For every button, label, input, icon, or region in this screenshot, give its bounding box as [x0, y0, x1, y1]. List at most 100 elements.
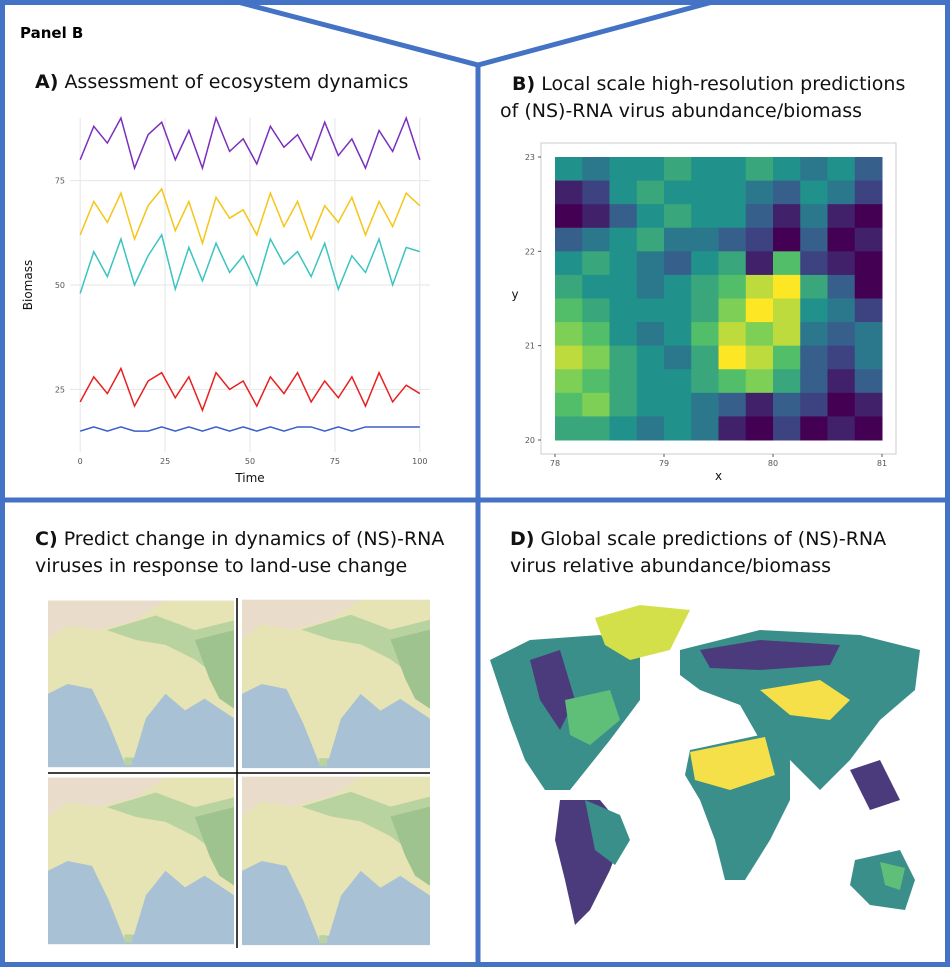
heat-cell	[555, 275, 583, 299]
heat-cell	[719, 181, 747, 205]
heat-cell	[637, 275, 665, 299]
heat-cell	[664, 204, 692, 228]
heat-cell	[637, 346, 665, 370]
heat-cell	[828, 251, 856, 275]
heat-cell	[555, 157, 583, 181]
world-map	[490, 605, 920, 925]
heat-cell	[719, 275, 747, 299]
x-tick-label: 79	[659, 459, 669, 468]
heat-cell	[828, 322, 856, 346]
heat-cell	[637, 299, 665, 323]
y-axis-label: y	[511, 288, 518, 302]
heat-cell	[691, 299, 719, 323]
heat-cell	[664, 251, 692, 275]
heat-cell	[664, 228, 692, 252]
y-tick-label: 75	[55, 177, 65, 186]
heat-cell	[800, 157, 828, 181]
heat-cell	[664, 393, 692, 417]
heat-cell	[691, 322, 719, 346]
heat-cell	[719, 369, 747, 393]
heat-cell	[637, 416, 665, 440]
heat-cell	[746, 204, 774, 228]
heat-cell	[773, 299, 801, 323]
land-use-maps	[48, 598, 430, 948]
heat-cell	[746, 416, 774, 440]
heat-cell	[610, 416, 638, 440]
x-tick-label: 0	[78, 457, 83, 466]
heat-cell	[691, 157, 719, 181]
heat-cell	[610, 393, 638, 417]
heat-cell	[582, 181, 610, 205]
y-tick-label: 21	[525, 342, 535, 351]
x-tick-label: 78	[550, 459, 560, 468]
heat-cell	[582, 204, 610, 228]
heat-cell	[719, 299, 747, 323]
heat-cell	[637, 322, 665, 346]
heat-cell	[664, 346, 692, 370]
heat-cell	[610, 369, 638, 393]
heat-cell	[691, 251, 719, 275]
panel-title: A) Assessment of ecosystem dynamics	[35, 71, 408, 93]
heat-cell	[555, 322, 583, 346]
heat-cell	[691, 346, 719, 370]
heat-cell	[746, 275, 774, 299]
panel-title: C) Predict change in dynamics of (NS)-RN…	[35, 528, 444, 577]
heat-cell	[746, 157, 774, 181]
heat-cell	[664, 275, 692, 299]
heat-cell	[719, 204, 747, 228]
heat-cell	[773, 157, 801, 181]
map-tile	[242, 777, 430, 945]
heat-cell	[800, 322, 828, 346]
heat-cell	[773, 393, 801, 417]
heat-cell	[719, 228, 747, 252]
heat-cell	[582, 322, 610, 346]
heat-cell	[800, 204, 828, 228]
heat-cell	[746, 346, 774, 370]
heat-cell	[610, 228, 638, 252]
heat-cell	[746, 393, 774, 417]
y-tick-label: 20	[525, 436, 535, 445]
heat-cell	[855, 393, 883, 417]
heat-cell	[855, 181, 883, 205]
heat-cell	[664, 157, 692, 181]
heat-cell	[855, 299, 883, 323]
heat-cell	[828, 157, 856, 181]
heat-cell	[610, 299, 638, 323]
y-axis-label: Biomass	[21, 260, 35, 310]
heat-cell	[855, 251, 883, 275]
heat-cell	[828, 369, 856, 393]
x-axis-label: x	[715, 469, 722, 483]
heat-cell	[582, 275, 610, 299]
heat-cell	[555, 228, 583, 252]
heat-cell	[691, 369, 719, 393]
heat-cell	[664, 369, 692, 393]
heat-cell	[691, 181, 719, 205]
heat-cell	[555, 251, 583, 275]
heat-cell	[582, 251, 610, 275]
heat-cell	[637, 181, 665, 205]
heat-cell	[719, 157, 747, 181]
heat-cell	[828, 181, 856, 205]
heat-cell	[773, 275, 801, 299]
heat-cell	[746, 369, 774, 393]
heat-cell	[746, 181, 774, 205]
heat-cell	[855, 275, 883, 299]
heat-cell	[773, 346, 801, 370]
heat-cell	[800, 393, 828, 417]
heat-cell	[555, 416, 583, 440]
heat-cell	[582, 393, 610, 417]
heat-cell	[828, 228, 856, 252]
heat-cell	[582, 157, 610, 181]
heat-cell	[800, 299, 828, 323]
x-axis-label: Time	[234, 471, 264, 485]
heat-cell	[773, 369, 801, 393]
heat-cell	[610, 346, 638, 370]
heat-cell	[800, 369, 828, 393]
heat-cell	[637, 228, 665, 252]
x-tick-label: 50	[245, 457, 255, 466]
x-tick-label: 100	[412, 457, 427, 466]
heat-cell	[828, 393, 856, 417]
panel-label: Panel B	[20, 24, 83, 42]
heat-cell	[637, 251, 665, 275]
